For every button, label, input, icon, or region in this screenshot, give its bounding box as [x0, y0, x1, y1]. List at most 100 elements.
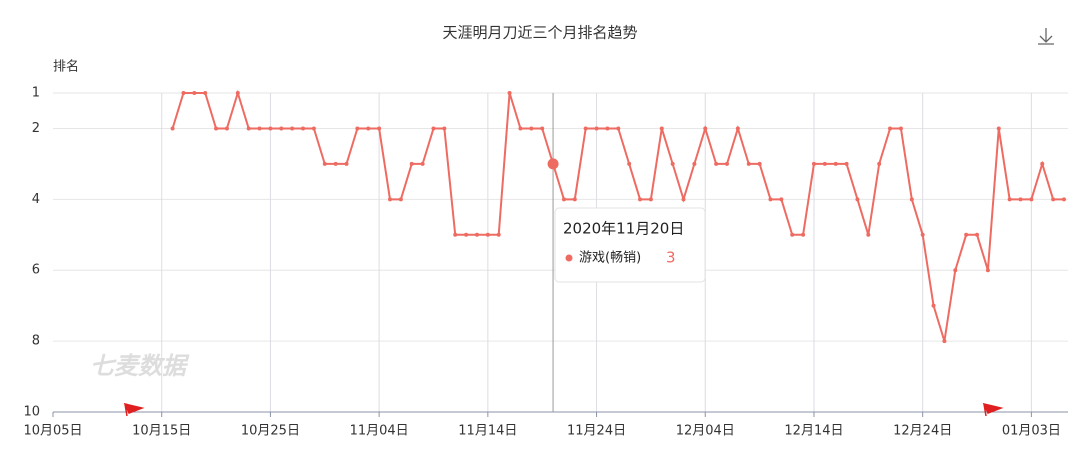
- data-point: [583, 126, 588, 131]
- data-point: [388, 197, 392, 202]
- data-point: [638, 197, 643, 202]
- data-point: [757, 161, 762, 166]
- data-point: [279, 126, 284, 131]
- data-point: [931, 303, 936, 308]
- data-point: [572, 197, 577, 202]
- tooltip-series: 游戏(畅销): [579, 251, 641, 266]
- y-tick-label: 2: [32, 121, 40, 136]
- data-point: [170, 126, 175, 131]
- data-point: [1040, 161, 1045, 166]
- y-tick-label: 10: [23, 405, 40, 420]
- data-point: [442, 126, 447, 131]
- data-point: [942, 339, 947, 344]
- data-point: [844, 161, 849, 166]
- data-point: [855, 197, 860, 202]
- data-point: [409, 161, 414, 166]
- x-tick-label: 11月14日: [458, 424, 517, 439]
- x-tick-label: 01月03日: [1002, 424, 1061, 439]
- tooltip-value: 3: [666, 249, 676, 267]
- y-tick-label: 6: [32, 263, 40, 278]
- tooltip-box: [554, 207, 706, 283]
- data-point: [779, 197, 784, 202]
- data-point: [822, 161, 827, 166]
- data-point: [692, 161, 697, 166]
- data-point: [909, 197, 914, 202]
- data-point: [996, 126, 1001, 131]
- data-point: [547, 158, 559, 170]
- data-point: [670, 161, 675, 166]
- x-tick-label: 11月04日: [350, 424, 409, 439]
- data-point: [746, 161, 751, 166]
- data-point: [464, 232, 469, 237]
- data-point: [474, 232, 479, 237]
- data-point: [1007, 197, 1012, 202]
- data-point: [627, 161, 632, 166]
- data-point: [898, 126, 903, 131]
- data-point: [301, 126, 306, 131]
- data-point: [540, 126, 545, 131]
- data-point: [181, 91, 186, 95]
- data-point: [833, 161, 838, 166]
- y-axis-title: 排名: [53, 59, 79, 75]
- data-point: [768, 197, 773, 202]
- data-point: [224, 126, 229, 131]
- data-point: [888, 126, 893, 131]
- event-flag[interactable]: [123, 402, 145, 417]
- data-point: [192, 91, 197, 95]
- data-point: [355, 126, 360, 131]
- data-point: [811, 161, 816, 166]
- data-point: [648, 197, 653, 202]
- data-point: [268, 126, 273, 131]
- data-point: [496, 232, 501, 237]
- data-point: [420, 161, 425, 166]
- tooltip-dot: [565, 254, 573, 262]
- event-flag[interactable]: [982, 402, 1004, 417]
- y-tick-label: 4: [32, 192, 40, 207]
- data-point: [257, 126, 262, 131]
- data-point: [714, 161, 719, 166]
- data-point: [985, 268, 990, 273]
- data-point: [214, 126, 219, 131]
- data-point: [235, 91, 240, 95]
- plot: 1 2 4 6 8 10 10月05日 10月15日 10月25日 11月04日 11月14日 11月…: [23, 86, 1068, 439]
- data-point: [507, 91, 512, 95]
- x-tick-label: 10月15日: [132, 424, 191, 439]
- data-point: [616, 126, 621, 131]
- data-point: [703, 126, 708, 131]
- x-tick-label: 12月24日: [893, 424, 952, 439]
- data-point: [975, 232, 980, 237]
- x-tick-label: 11月24日: [567, 424, 626, 439]
- data-point: [398, 197, 403, 202]
- data-point: [1029, 197, 1034, 202]
- data-point: [290, 126, 295, 131]
- data-point: [246, 126, 251, 131]
- flag-glyph: [982, 402, 1004, 417]
- chart-title: 天涯明月刀近三个月排名趋势: [442, 24, 637, 42]
- y-tick-label: 1: [32, 86, 40, 101]
- tooltip-title: 2020年11月20日: [563, 220, 684, 238]
- x-tick-label: 10月05日: [23, 424, 82, 439]
- data-point: [485, 232, 490, 237]
- data-point: [790, 232, 795, 237]
- x-tick-label: 10月25日: [241, 424, 300, 439]
- flag-glyph: [123, 402, 145, 417]
- data-point: [203, 91, 208, 95]
- data-point: [877, 161, 882, 166]
- watermark: 七麦数据: [90, 352, 190, 380]
- data-point: [529, 126, 534, 131]
- data-point: [725, 161, 729, 166]
- data-point: [518, 126, 523, 131]
- x-tick-label: 12月14日: [784, 424, 843, 439]
- data-point: [1051, 197, 1056, 202]
- data-point: [953, 268, 958, 273]
- data-point: [1018, 197, 1023, 202]
- x-tick-label: 12月04日: [676, 424, 735, 439]
- data-point: [377, 126, 382, 131]
- download-icon[interactable]: [1038, 28, 1054, 45]
- data-point: [920, 232, 925, 237]
- data-point: [322, 161, 327, 166]
- data-point: [366, 126, 371, 131]
- data-point: [659, 126, 664, 131]
- data-point: [594, 126, 599, 131]
- data-point: [964, 232, 969, 237]
